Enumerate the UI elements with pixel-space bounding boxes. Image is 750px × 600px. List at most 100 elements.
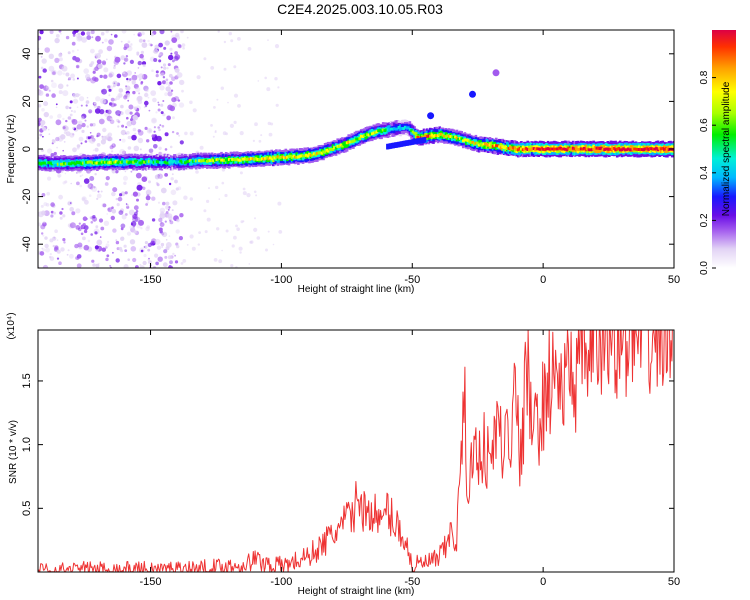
noise-point — [119, 208, 125, 213]
ridge-cell — [545, 147, 548, 151]
noise-point — [56, 146, 58, 149]
ridge-cell — [597, 146, 600, 154]
ridge-cell — [204, 158, 208, 162]
ridge-cell — [331, 148, 335, 151]
noise-point — [107, 133, 110, 136]
ridge-cell — [209, 159, 212, 163]
noise-point — [162, 63, 167, 67]
ridge-cell — [42, 161, 46, 165]
noise-point — [56, 239, 59, 242]
ridge-cell — [78, 161, 82, 165]
noise-point — [85, 100, 90, 104]
noise-point — [55, 119, 62, 126]
ridge-cell — [232, 158, 236, 161]
ridge-cell — [94, 161, 98, 165]
noise-point — [129, 59, 134, 64]
noise-point — [160, 103, 164, 107]
noise-point — [62, 126, 66, 130]
noise-point — [237, 104, 241, 108]
noise-point — [56, 257, 60, 260]
ridge-cell — [237, 158, 240, 162]
noise-point — [92, 76, 97, 81]
ridge-cell — [653, 147, 657, 151]
noise-point — [151, 117, 157, 124]
noise-point — [127, 135, 132, 140]
noise-point — [110, 97, 115, 102]
noise-point — [76, 35, 83, 42]
ridge-cell — [135, 159, 138, 167]
ridge-cell — [410, 129, 413, 133]
noise-point — [71, 49, 75, 53]
ridge-cell — [202, 159, 206, 162]
noise-point — [230, 39, 234, 43]
ridge-cell — [625, 148, 628, 152]
noise-point — [110, 33, 113, 36]
noise-point — [89, 216, 92, 219]
noise-point — [106, 45, 113, 52]
noise-point — [97, 190, 100, 193]
noise-point — [278, 230, 283, 234]
noise-point — [162, 76, 166, 79]
noise-point — [246, 193, 251, 198]
ridge-cell — [152, 160, 156, 164]
noise-point — [168, 54, 174, 61]
noise-point — [140, 81, 144, 84]
noise-point — [127, 99, 130, 102]
ridge-cell — [532, 147, 536, 151]
ridge-cell — [86, 160, 90, 164]
ridge-cell — [201, 159, 204, 163]
noise-point — [140, 50, 144, 55]
ridge-cell — [63, 161, 66, 165]
ridge-cell — [608, 147, 611, 151]
noise-point — [121, 214, 127, 220]
noise-point — [44, 47, 50, 53]
noise-point — [107, 207, 111, 211]
ridge-cell — [529, 148, 533, 151]
noise-point — [96, 239, 103, 246]
noise-point — [53, 151, 57, 156]
ridge-cell — [620, 148, 624, 152]
noise-point — [87, 136, 91, 140]
snr-x-axis: -150 -100 -50 0 50 — [140, 330, 680, 588]
noise-point — [67, 116, 72, 120]
ridge-cell — [311, 153, 314, 157]
ridge-cell — [562, 147, 566, 151]
noise-point — [170, 177, 174, 181]
ridge-cell — [173, 159, 176, 163]
ridge-cell — [513, 146, 517, 150]
noise-point — [72, 127, 75, 130]
ridge-cell — [540, 146, 544, 150]
ridge-cell — [432, 134, 435, 138]
noise-point — [114, 34, 118, 38]
noise-point — [277, 86, 280, 89]
ridge-cell — [96, 161, 99, 165]
noise-point — [103, 67, 109, 73]
ridge-cell — [262, 157, 266, 161]
ridge-cell — [398, 141, 402, 148]
noise-point — [274, 44, 280, 49]
ridge-cell — [119, 161, 123, 164]
noise-point — [183, 195, 188, 200]
ridge-cell — [510, 147, 514, 151]
noise-point — [41, 193, 46, 197]
colorbar-tick-label: 0.0 — [699, 261, 710, 275]
noise-point — [100, 226, 105, 231]
noise-point — [267, 39, 269, 41]
noise-point — [84, 199, 89, 205]
noise-point — [203, 209, 207, 213]
ridge-cell — [463, 138, 467, 142]
ridge-cell — [221, 158, 225, 162]
ridge-cell — [415, 138, 419, 144]
noise-point — [203, 57, 207, 61]
noise-point — [143, 85, 149, 92]
noise-point — [79, 96, 85, 102]
ridge-cell — [157, 160, 160, 164]
ridge-cell — [430, 133, 434, 137]
ridge-cell — [491, 144, 495, 148]
noise-point — [156, 183, 160, 187]
noise-point — [212, 135, 215, 138]
ridge-cell — [557, 146, 561, 150]
noise-point — [214, 130, 217, 132]
noise-point — [165, 81, 169, 85]
noise-point — [125, 126, 128, 129]
